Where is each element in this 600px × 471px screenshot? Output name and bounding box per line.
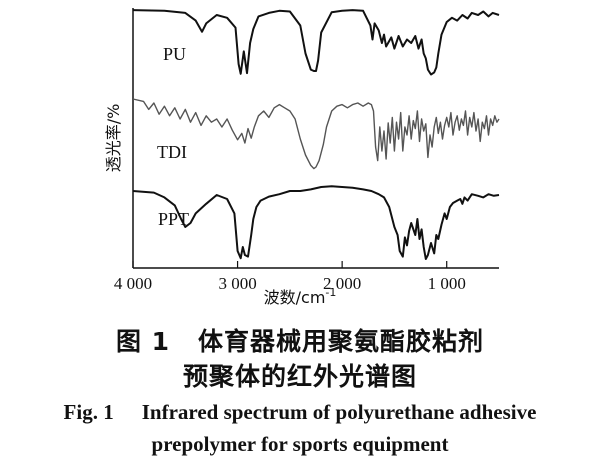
caption-en-line1: Fig. 1 Infrared spectrum of polyurethane … xyxy=(0,400,600,425)
series-label-tdi: TDI xyxy=(157,142,187,162)
spectrum-traces xyxy=(132,9,500,260)
series-label-pu: PU xyxy=(163,44,186,64)
caption-zh-title: 体育器械用聚氨酯胶粘剂 xyxy=(198,327,485,356)
caption-en-title: Infrared spectrum of polyurethane adhesi… xyxy=(141,400,537,424)
x-tick-label: 1 000 xyxy=(428,274,466,293)
caption-zh-line1: 图 1 体育器械用聚氨酯胶粘剂 xyxy=(0,322,600,358)
caption-en-figure-number: Fig. 1 xyxy=(63,400,114,424)
caption-zh-line2: 预聚体的红外光谱图 xyxy=(182,362,417,391)
trace-labels: PU TDI PPT xyxy=(157,44,189,229)
series-label-ppt: PPT xyxy=(158,209,189,229)
caption-en-line2: prepolymer for sports equipment xyxy=(151,432,449,456)
x-axis-label-sup: -1 xyxy=(325,286,336,299)
x-axis-label-text: 波数/cm xyxy=(264,288,326,307)
y-axis-label: 透光率/% xyxy=(104,104,123,173)
spectrum-line-tdi xyxy=(132,98,500,170)
x-tick-label: 3 000 xyxy=(218,274,256,293)
x-ticks: 4 000 3 000 2 000 1 000 xyxy=(114,261,466,293)
spectrum-line-ppt xyxy=(132,185,500,260)
x-tick-label: 4 000 xyxy=(114,274,152,293)
x-axis-label: 波数/cm-1 xyxy=(264,286,337,307)
plot-axes xyxy=(132,8,499,269)
x-tick-label: 2 000 xyxy=(323,274,361,293)
spectrum-line-pu xyxy=(132,9,500,76)
caption-zh-figure-number: 图 1 xyxy=(115,327,171,356)
